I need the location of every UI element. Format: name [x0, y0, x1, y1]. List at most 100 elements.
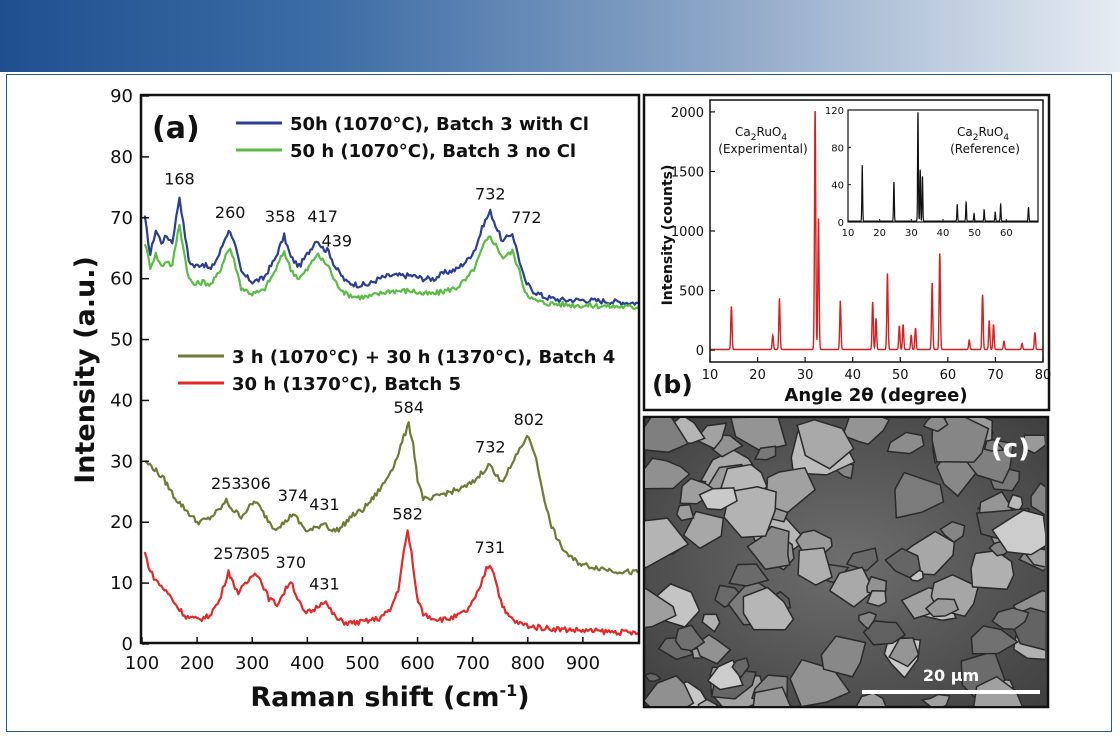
peak-annotation-18: 370: [276, 553, 307, 572]
b-x-tick-label: 10: [702, 368, 719, 383]
sem-grain: [797, 547, 833, 586]
panel-a-x-axis-label: Raman shift (cm-1): [250, 681, 529, 713]
peak-annotation-8: 584: [393, 398, 424, 417]
panel-c: (c) 20 μm: [642, 415, 1050, 709]
sem-grain: [920, 693, 951, 706]
y-tick-label: 60: [110, 269, 133, 290]
panel-b-x-axis-label: Angle 2θ (degree): [784, 385, 967, 406]
sem-grain: [939, 520, 966, 544]
y-tick-label: 40: [110, 390, 133, 411]
sem-grain: [828, 566, 876, 608]
peak-annotation-11: 253: [211, 474, 242, 493]
peak-annotation-6: 732: [475, 185, 506, 204]
sem-grain: [924, 598, 960, 618]
peak-annotation-1: 168: [164, 169, 195, 188]
peak-annotation-12: 306: [240, 474, 271, 493]
panel-b-y-axis-label: Intensity (counts): [660, 165, 676, 306]
inset-x-tick-label: 50: [968, 228, 981, 239]
legend-label: 50 h (1070°C), Batch 3 no Cl: [290, 141, 576, 162]
sem-grain: [731, 657, 750, 679]
sem-grain: [894, 471, 945, 519]
sem-grain: [752, 686, 792, 706]
y-tick-label: 0: [122, 634, 133, 655]
b-x-tick-label: 50: [892, 368, 909, 383]
sem-grain: [931, 418, 990, 463]
peak-annotation-19: 431: [309, 574, 340, 593]
b-y-tick-label: 0: [696, 344, 704, 359]
legend-label: 50h (1070°C), Batch 3 with Cl: [290, 114, 589, 135]
b-y-tick-label: 2000: [671, 106, 704, 121]
inset-y-tick-label: 40: [831, 181, 844, 192]
peak-annotation-2: 260: [215, 203, 246, 222]
peak-annotation-5: 439: [322, 231, 353, 250]
panel-a: 100 200 300 400 500 600 700 800 900 0 10 20 30 40 50 60…: [70, 86, 641, 713]
sem-grain: [645, 457, 691, 490]
panel-c-label: (c): [991, 434, 1030, 464]
sem-grain: [701, 613, 721, 633]
panel-a-label: (a): [152, 111, 200, 146]
sem-grain: [858, 611, 878, 630]
inset-y-tick-label: 0: [838, 218, 844, 229]
panel-b-inset-box: [847, 109, 1039, 223]
x-tick-label: 100: [125, 653, 159, 674]
sem-grain: [845, 547, 879, 572]
y-tick-label: 20: [110, 512, 133, 533]
peak-annotation-9: 732: [475, 437, 506, 456]
x-tick-label: 800: [511, 653, 545, 674]
sem-grain: [855, 692, 887, 706]
sem-grain: [675, 504, 695, 522]
sem-grain: [645, 587, 677, 629]
b-x-tick-label: 20: [749, 368, 766, 383]
y-tick-label: 30: [110, 451, 133, 472]
inset-x-tick-label: 10: [842, 228, 855, 239]
peak-annotation-17: 305: [240, 544, 271, 563]
figure-frame: [6, 74, 1112, 732]
peak-annotation-13: 374: [278, 486, 309, 505]
sem-grain: [991, 607, 1030, 630]
b-y-tick-label: 500: [679, 285, 704, 300]
sem-grain: [1021, 434, 1045, 455]
inset-x-tick-label: 30: [905, 228, 918, 239]
inset-y-tick-label: 80: [831, 143, 844, 154]
sem-grain: [983, 438, 1006, 452]
x-tick-label: 300: [235, 653, 269, 674]
sem-grain: [645, 418, 690, 453]
peak-annotation-16: 257: [213, 544, 244, 563]
panel-a-axes-box: [139, 93, 641, 645]
xrd-experimental-line: [710, 111, 1043, 351]
sem-grain: [645, 517, 690, 569]
x-tick-label: 500: [345, 653, 379, 674]
y-tick-label: 50: [110, 330, 133, 351]
sem-grain: [888, 637, 920, 668]
b-y-tick-label: 1500: [671, 165, 704, 180]
sem-grain: [742, 586, 795, 631]
sem-grain: [841, 418, 891, 446]
sem-grain: [679, 477, 719, 505]
b-x-tick-label: 70: [987, 368, 1004, 383]
inset-x-tick-label: 20: [873, 228, 886, 239]
series-line-2: [143, 223, 638, 310]
inset-y-tick-label: 120: [825, 106, 844, 117]
sem-grain: [970, 625, 1020, 655]
x-tick-label: 200: [180, 653, 214, 674]
series-line-3: [144, 421, 638, 576]
series-line-1: [143, 196, 638, 306]
y-tick-label: 90: [110, 86, 133, 107]
b-y-tick-label: 1000: [671, 225, 704, 240]
sem-grain: [886, 431, 925, 455]
sem-grain: [866, 590, 887, 607]
scale-bar-label: 20 μm: [923, 666, 979, 685]
b-x-tick-label: 30: [797, 368, 814, 383]
peak-annotation-20: 731: [474, 538, 505, 557]
sem-grain: [922, 418, 949, 433]
sem-grain: [698, 487, 738, 511]
x-tick-label: 600: [400, 653, 434, 674]
peak-annotation-3: 358: [265, 207, 296, 226]
peak-annotation-7: 772: [511, 208, 542, 227]
panel-b-inset-label: Ca2RuO4 (Reference): [950, 125, 1020, 156]
sem-grain: [746, 525, 791, 571]
peak-annotation-15: 582: [392, 504, 423, 523]
inset-x-tick-label: 40: [937, 228, 950, 239]
